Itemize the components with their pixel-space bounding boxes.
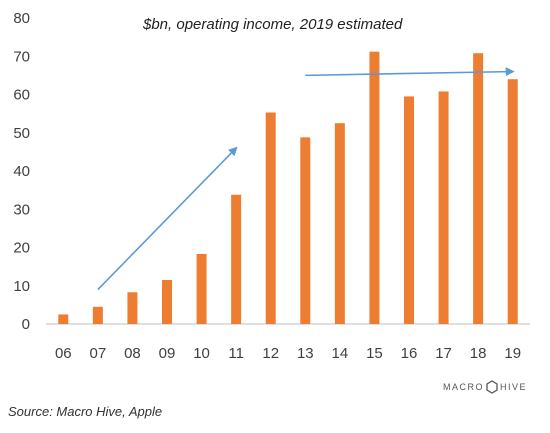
hexagon-icon (486, 380, 498, 394)
trend-arrow-2 (305, 67, 515, 77)
trend-arrow-1 (97, 146, 238, 291)
x-axis: 06 07 08 09 10 11 12 13 14 15 16 17 18 19 (55, 345, 521, 362)
bar-19 (507, 79, 518, 324)
x-tick-label: 08 (124, 345, 141, 362)
x-tick-label: 13 (297, 345, 314, 362)
y-tick-label: 40 (13, 163, 30, 180)
x-tick-label: 19 (504, 345, 521, 362)
source-note: Source: Macro Hive, Apple (8, 404, 163, 419)
bar-09 (162, 280, 172, 324)
y-tick-label: 70 (13, 48, 30, 65)
macro-hive-logo: MACRO HIVE (443, 378, 527, 396)
bar-11 (231, 194, 242, 324)
logo-text-macro: MACRO (443, 382, 484, 392)
bar-07 (92, 306, 103, 324)
y-tick-label: 30 (13, 201, 30, 218)
bar-15 (369, 51, 380, 324)
x-tick-label: 11 (228, 345, 244, 362)
bar-08 (127, 292, 138, 324)
x-tick-label: 09 (159, 345, 176, 362)
bar-06 (58, 314, 69, 324)
y-tick-label: 60 (13, 87, 30, 104)
x-tick-label: 16 (401, 345, 418, 362)
trend-arrows (97, 67, 515, 291)
bar-10 (196, 254, 207, 324)
x-tick-label: 06 (55, 345, 72, 362)
bar-12 (265, 112, 276, 324)
x-tick-label: 18 (470, 345, 487, 362)
y-axis: 0 10 20 30 40 50 60 70 80 (13, 10, 30, 333)
x-tick-label: 07 (90, 345, 107, 362)
bar-18 (473, 53, 484, 324)
y-tick-label: 50 (13, 125, 30, 142)
bar-13 (300, 137, 311, 324)
bar-14 (334, 123, 345, 324)
bar-16 (404, 96, 414, 324)
y-tick-label: 10 (13, 278, 30, 295)
logo-text-hive: HIVE (500, 382, 528, 392)
x-tick-label: 12 (262, 345, 279, 362)
y-tick-label: 80 (13, 10, 30, 27)
chart-title: $bn, operating income, 2019 estimated (142, 16, 403, 33)
x-tick-label: 15 (366, 345, 383, 362)
x-tick-label: 14 (332, 345, 349, 362)
operating-income-chart: $bn, operating income, 2019 estimated 0 1… (13, 10, 530, 362)
x-tick-label: 10 (193, 345, 210, 362)
x-tick-label: 17 (435, 345, 452, 362)
bar-series (58, 51, 518, 324)
y-tick-label: 20 (13, 240, 30, 257)
y-tick-label: 0 (22, 316, 30, 333)
bar-17 (438, 91, 449, 324)
